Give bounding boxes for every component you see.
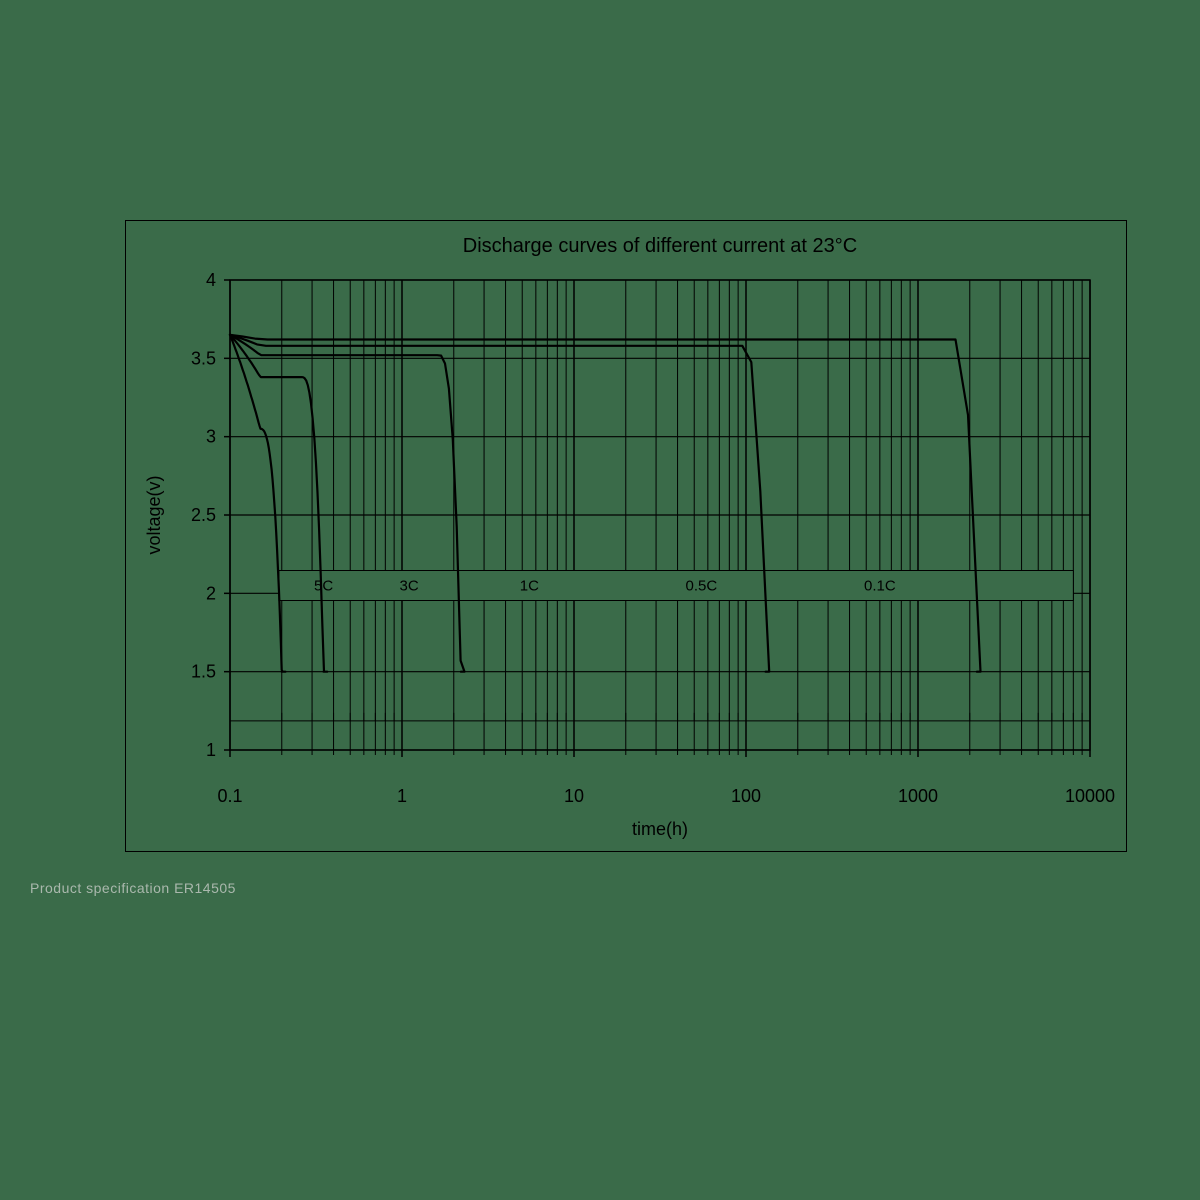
curve-label: 0.1C — [864, 578, 896, 595]
x-tick-label: 1000 — [898, 786, 938, 806]
y-axis-label: voltage(v) — [144, 475, 164, 554]
y-tick-label: 2 — [206, 583, 216, 603]
y-tick-label: 3 — [206, 427, 216, 447]
chart-title: Discharge curves of different current at… — [463, 235, 857, 257]
x-tick-label: 100 — [731, 786, 761, 806]
y-tick-label: 1 — [206, 740, 216, 760]
curve-label: 3C — [400, 578, 419, 595]
curve-5c — [230, 335, 285, 672]
discharge-chart: Discharge curves of different current at… — [125, 220, 1125, 860]
curve-0.5c — [230, 335, 769, 672]
x-tick-label: 10 — [564, 786, 584, 806]
y-tick-label: 1.5 — [191, 662, 216, 682]
y-tick-label: 4 — [206, 270, 216, 290]
footer-text: Product specification ER14505 — [30, 880, 236, 896]
curve-label: 0.5C — [685, 578, 717, 595]
curve-1c — [230, 335, 465, 672]
curve-label: 5C — [314, 578, 333, 595]
curve-0.1c — [230, 335, 981, 672]
legend-strip — [279, 571, 1073, 601]
x-axis-label: time(h) — [632, 819, 688, 839]
y-tick-label: 3.5 — [191, 348, 216, 368]
x-tick-label: 10000 — [1065, 786, 1115, 806]
x-tick-label: 1 — [397, 786, 407, 806]
curve-label: 1C — [520, 578, 539, 595]
curve-3c — [230, 335, 327, 672]
x-tick-label: 0.1 — [217, 786, 242, 806]
y-tick-label: 2.5 — [191, 505, 216, 525]
